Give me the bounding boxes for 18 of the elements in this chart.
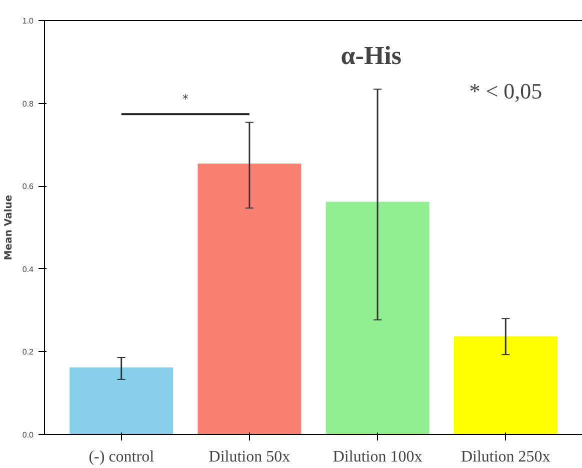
y-tick-label: 0.0 — [22, 430, 34, 440]
y-tick-label: 0.8 — [22, 99, 34, 108]
bar — [198, 164, 302, 434]
y-tick-label: 0.2 — [22, 348, 34, 357]
annotation: * — [182, 92, 188, 106]
x-tick-label: Dilution 250x — [460, 448, 550, 466]
y-axis-title: Mean Value — [3, 194, 14, 260]
text: α-His — [340, 41, 402, 70]
annotation: * < 0,05 — [469, 78, 542, 104]
x-tick-label: (-) control — [88, 448, 155, 466]
bar — [454, 336, 558, 434]
x-tick-label: Dilution 50x — [208, 448, 290, 466]
bar — [70, 367, 174, 434]
x-tick-label: Dilution 100x — [332, 448, 422, 466]
y-tick-label: 0.4 — [22, 264, 34, 274]
bar — [326, 202, 430, 434]
y-tick-label: 0.6 — [22, 182, 34, 192]
y-tick-label: 1.0 — [22, 16, 34, 26]
